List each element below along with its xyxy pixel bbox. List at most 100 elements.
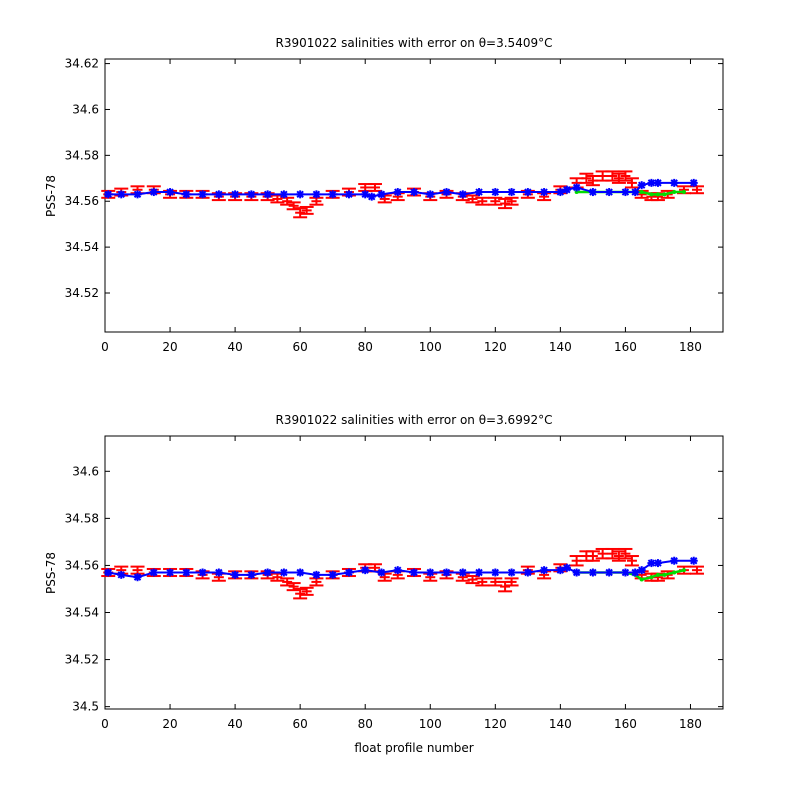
lower-x-tick-label: 140: [549, 717, 572, 731]
upper-calibrated-point: [689, 178, 698, 187]
upper-calibrated-point: [523, 188, 532, 197]
upper-calibrated-point: [279, 190, 288, 199]
lower-x-tick-label: 120: [484, 717, 507, 731]
lower-reference-point: [649, 575, 654, 580]
upper-reference-point: [662, 192, 667, 197]
upper-error-bar: [611, 172, 626, 184]
lower-x-tick-label: 180: [679, 717, 702, 731]
lower-calibrated-point: [442, 568, 451, 577]
lower-reference-point: [672, 570, 677, 575]
lower-calibrated-point: [556, 566, 565, 575]
upper-calibrated-point: [670, 178, 679, 187]
lower-calibrated-point: [491, 568, 500, 577]
upper-y-tick-label: 34.62: [65, 57, 99, 71]
lower-calibrated-point: [117, 570, 126, 579]
lower-error-bar: [504, 577, 519, 587]
lower-y-tick-label: 34.52: [65, 653, 99, 667]
upper-reference-point: [681, 190, 686, 195]
lower-error-bar: [130, 565, 145, 575]
lower-x-tick-label: 0: [101, 717, 109, 731]
upper-y-tick-label: 34.6: [72, 102, 99, 116]
lower-calibrated-point: [166, 568, 175, 577]
upper-calibrated-point: [621, 188, 630, 197]
lower-x-tick-label: 80: [358, 717, 373, 731]
upper-calibrated-point: [572, 183, 581, 192]
upper-calibrated-point: [231, 190, 240, 199]
upper-plot-frame: [104, 58, 724, 333]
lower-chart-title: R3901022 salinities with error on θ=3.69…: [276, 413, 553, 427]
upper-x-tick-label: 40: [227, 340, 242, 354]
lower-x-tick-label: 100: [419, 717, 442, 731]
lower-calibrated-point: [410, 568, 418, 577]
lower-calibrated-point: [182, 568, 191, 577]
upper-calibrated-point: [637, 181, 646, 190]
upper-calibrated-point: [588, 188, 597, 197]
upper-x-tick-label: 140: [549, 340, 572, 354]
lower-error-bar: [475, 577, 490, 587]
lower-calibrated-point: [361, 566, 370, 575]
lower-reference-point: [655, 572, 660, 577]
upper-calibrated-point: [247, 190, 256, 199]
upper-y-tick-label: 34.54: [65, 240, 99, 254]
upper-calibrated-point: [491, 188, 500, 197]
lower-calibrated-point: [231, 570, 240, 579]
upper-error-bar: [689, 185, 704, 195]
upper-reference-point: [655, 192, 660, 197]
lower-x-axis-label: float profile number: [354, 741, 473, 755]
upper-reference-point: [649, 192, 654, 197]
lower-x-tick-label: 40: [227, 717, 242, 731]
lower-x-tick-label: 20: [162, 717, 177, 731]
lower-calibrated-point: [562, 563, 571, 572]
lower-calibrated-point: [523, 568, 532, 577]
lower-calibrated-point: [214, 568, 223, 577]
upper-calibrated-point: [182, 190, 191, 199]
upper-x-tick-label: 160: [614, 340, 637, 354]
upper-calibrated-point: [605, 188, 614, 197]
lower-salinity-chart: R3901022 salinities with error on θ=3.69…: [44, 413, 724, 755]
upper-calibrated-point: [556, 188, 565, 197]
upper-error-bar: [286, 201, 301, 211]
lower-calibrated-point: [149, 568, 158, 577]
upper-error-bar: [618, 170, 633, 182]
upper-calibrated-point: [475, 188, 484, 197]
upper-calibrated-point: [312, 190, 321, 199]
lower-x-tick-label: 60: [293, 717, 308, 731]
upper-y-tick-label: 34.56: [65, 194, 99, 208]
lower-calibrated-point: [312, 570, 321, 579]
upper-x-tick-label: 20: [162, 340, 177, 354]
lower-y-tick-label: 34.58: [65, 511, 99, 525]
lower-calibrated-point: [605, 568, 614, 577]
upper-axis-ticks: 0 20 40 60 80 100 120 140 160 180 34.52 34.54 34.56 3…: [65, 57, 723, 354]
upper-calibrated-point: [562, 185, 571, 194]
lower-reference-point: [662, 572, 667, 577]
upper-data-marks: [101, 170, 704, 219]
upper-error-bar: [299, 205, 314, 215]
upper-calibrated-point: [377, 190, 386, 199]
upper-error-bar: [280, 196, 295, 206]
lower-error-bar: [624, 555, 639, 567]
lower-calibrated-point: [198, 568, 207, 577]
upper-calibrated-point: [507, 188, 516, 197]
lower-calibrated-point: [458, 568, 467, 577]
upper-calibrated-point: [133, 190, 142, 199]
upper-calibrated-point: [328, 190, 337, 199]
lower-calibrated-point: [540, 566, 549, 575]
lower-calibrated-point: [279, 568, 288, 577]
lower-calibrated-point: [247, 570, 256, 579]
upper-calibrated-point: [458, 190, 467, 199]
lower-y-tick-label: 34.56: [65, 558, 99, 572]
upper-error-bar: [270, 194, 285, 204]
upper-x-tick-label: 80: [358, 340, 373, 354]
upper-calibrated-point: [296, 190, 305, 199]
upper-reference-point: [672, 190, 677, 195]
lower-calibrated-point: [647, 559, 656, 568]
lower-y-tick-label: 34.54: [65, 606, 99, 620]
lower-error-bar: [465, 575, 480, 585]
upper-calibrated-point: [393, 188, 402, 197]
lower-x-tick-label: 160: [614, 717, 637, 731]
upper-error-bar: [624, 177, 639, 189]
upper-x-tick-label: 180: [679, 340, 702, 354]
lower-calibrated-point: [344, 568, 353, 577]
upper-x-tick-label: 0: [101, 340, 109, 354]
lower-calibrated-point: [263, 568, 272, 577]
